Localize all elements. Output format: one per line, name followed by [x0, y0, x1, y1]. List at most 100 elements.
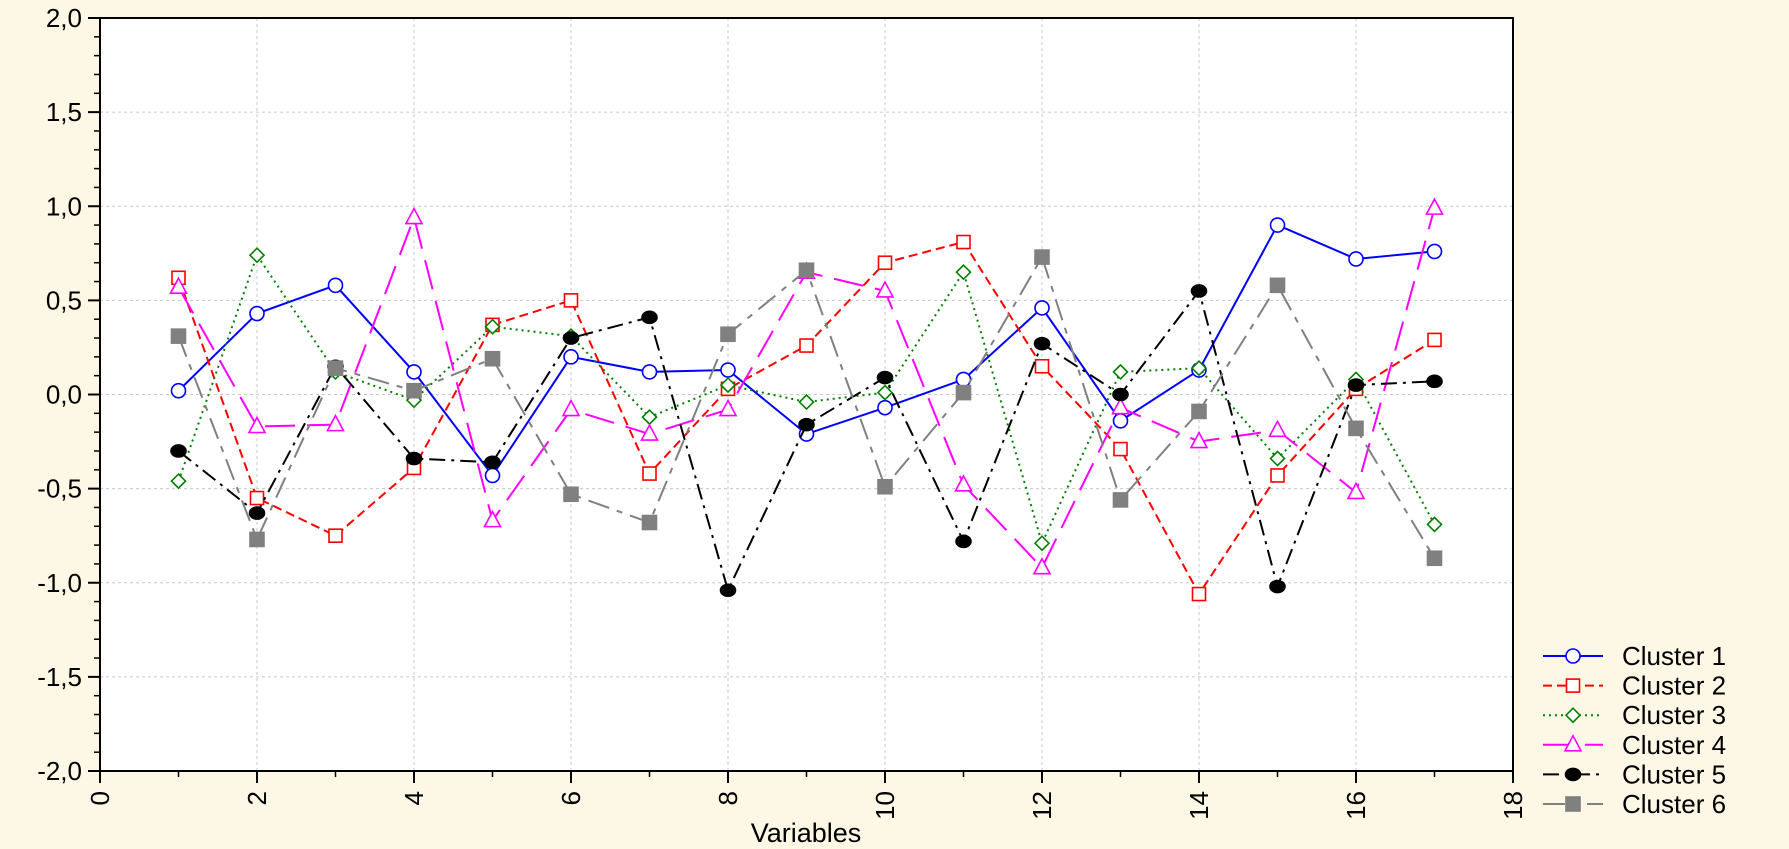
data-point — [483, 509, 502, 528]
data-point — [1112, 363, 1129, 381]
data-point — [1347, 378, 1365, 392]
y-tick-label: -1,5 — [37, 662, 82, 692]
y-tick-label: -1,0 — [37, 568, 82, 598]
x-tick-label: 6 — [556, 791, 586, 805]
data-point — [1034, 249, 1050, 265]
data-point — [642, 466, 657, 481]
data-point — [1191, 586, 1207, 602]
data-point — [1112, 413, 1129, 429]
data-point — [1033, 535, 1051, 552]
data-point — [1426, 243, 1443, 260]
legend-marker — [1565, 678, 1581, 693]
data-point — [1191, 403, 1207, 420]
data-point — [170, 328, 187, 344]
y-tick-label: -0,5 — [37, 474, 82, 504]
x-tick-label: 16 — [1341, 791, 1371, 820]
data-point — [641, 514, 658, 531]
data-point — [1348, 420, 1364, 437]
legend-marker — [1565, 796, 1581, 812]
x-tick-label: 10 — [870, 791, 900, 820]
data-point — [1270, 468, 1285, 483]
legend-entry: Cluster 6 — [1543, 789, 1726, 819]
data-point — [1112, 387, 1129, 402]
x-tick-label: 0 — [85, 791, 115, 805]
series-cluster-1 — [170, 217, 1443, 484]
data-point — [720, 326, 736, 343]
y-tick-label: 2,0 — [46, 3, 82, 33]
axes: 2,0 1,5 1,0 0,5 0,0 -0,5 -1,0 -1,5 -2,00 2 4 6 8 10 12… — [37, 3, 1528, 820]
data-point — [954, 474, 973, 492]
data-point — [484, 455, 501, 470]
data-point — [1425, 197, 1444, 215]
data-point — [798, 262, 815, 279]
data-point — [1113, 441, 1128, 457]
y-tick-label: 1,5 — [46, 97, 82, 127]
y-tick-label: 1,0 — [46, 191, 82, 221]
data-point — [484, 350, 501, 367]
legend-label: Cluster 4 — [1622, 730, 1726, 760]
data-point — [327, 277, 344, 294]
data-point — [327, 360, 344, 376]
data-point — [249, 305, 265, 322]
data-point — [1269, 450, 1286, 467]
data-point — [799, 338, 814, 353]
data-point — [719, 376, 737, 394]
data-point — [406, 364, 422, 380]
data-point — [798, 393, 815, 411]
legend-entry: Cluster 1 — [1543, 641, 1726, 671]
legend-entry: Cluster 4 — [1543, 730, 1726, 760]
x-tick-label: 12 — [1027, 791, 1057, 820]
data-point — [248, 247, 266, 264]
data-point — [1269, 217, 1286, 233]
x-tick-label: 18 — [1498, 791, 1528, 820]
data-point — [955, 371, 972, 388]
data-point — [249, 490, 265, 506]
grid-lines — [100, 18, 1513, 771]
data-point — [877, 399, 893, 416]
legend-entry: Cluster 2 — [1543, 671, 1726, 701]
data-point — [1033, 336, 1051, 351]
data-point — [877, 255, 893, 271]
x-axis-title: Variables — [751, 818, 862, 848]
data-point — [169, 276, 188, 294]
legend-marker — [1564, 707, 1582, 724]
data-point — [406, 382, 422, 399]
data-point — [170, 472, 187, 490]
data-point — [641, 310, 658, 325]
legend-marker — [1563, 734, 1583, 752]
series-layer — [169, 197, 1444, 602]
data-point — [640, 423, 659, 441]
y-tick-label: 0,5 — [46, 285, 82, 315]
legend-label: Cluster 3 — [1622, 700, 1726, 730]
data-point — [1268, 419, 1287, 438]
x-tick-label: 2 — [242, 791, 272, 805]
data-point — [563, 486, 579, 503]
y-tick-label: -2,0 — [37, 756, 82, 786]
legend-entry: Cluster 5 — [1543, 759, 1726, 789]
data-point — [1427, 332, 1442, 348]
data-point — [1190, 284, 1208, 298]
x-tick-label: 4 — [399, 791, 429, 805]
data-point — [1426, 516, 1443, 533]
data-point — [1189, 430, 1209, 449]
legend-marker — [1564, 767, 1582, 782]
data-point — [1426, 550, 1443, 567]
data-point — [720, 362, 736, 378]
data-point — [563, 349, 579, 365]
series-cluster-5 — [170, 284, 1443, 598]
legend-label: Cluster 1 — [1622, 641, 1726, 671]
data-point — [1034, 300, 1050, 316]
data-point — [955, 384, 972, 401]
data-point — [561, 398, 581, 417]
legend-marker — [1565, 648, 1581, 664]
legend-label: Cluster 5 — [1622, 759, 1726, 789]
data-point — [955, 534, 972, 549]
data-point — [1269, 277, 1286, 294]
data-point — [875, 280, 895, 298]
legend-label: Cluster 2 — [1622, 671, 1726, 701]
data-point — [1032, 556, 1052, 575]
data-point — [563, 293, 579, 308]
data-point — [718, 398, 738, 417]
